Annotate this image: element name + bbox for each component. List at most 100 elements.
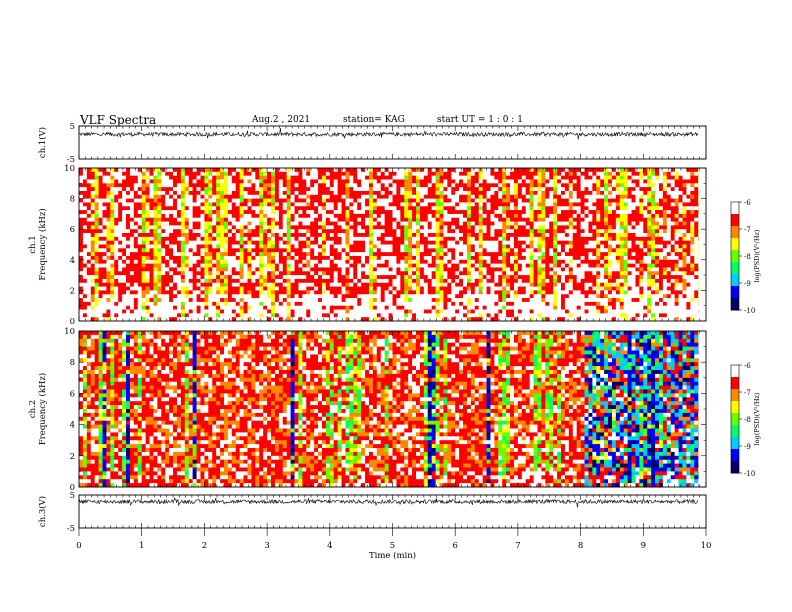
spectrogram-cell <box>537 225 542 230</box>
spectrogram-cell <box>82 267 88 272</box>
spectrogram-cell <box>110 183 115 188</box>
spectrogram-cell <box>271 179 276 184</box>
spectrogram-cell <box>494 194 499 200</box>
spectrogram-cell <box>180 282 186 287</box>
spectrogram-cell <box>302 298 307 303</box>
spectrogram-cell <box>137 275 143 280</box>
spectrogram-cell <box>513 236 519 242</box>
spectrogram-cell <box>79 255 84 261</box>
spectrogram-cell <box>341 278 346 284</box>
spectrogram-cell <box>102 217 107 222</box>
spectrogram-cell <box>98 187 103 192</box>
spectrogram-cell <box>149 259 154 265</box>
spectrogram-cell <box>533 263 538 268</box>
spectrogram-cell <box>513 317 519 322</box>
spectrogram-cell <box>439 168 444 173</box>
station-label: station= KAG <box>343 115 405 125</box>
spectrogram-cell <box>490 225 495 230</box>
spectrogram-cell <box>314 309 319 314</box>
spectrogram-cell <box>223 252 229 257</box>
spectrogram-cell <box>400 278 405 284</box>
spectrogram-cell <box>365 202 370 207</box>
spectrogram-cell <box>122 278 127 284</box>
spectrogram-cell <box>423 206 429 211</box>
spectrogram-cell <box>133 259 139 265</box>
spectrogram-cell <box>251 298 256 303</box>
spectrogram-cell <box>349 240 354 245</box>
spectrogram-cell <box>321 278 327 284</box>
spectrogram-cell <box>98 206 103 211</box>
spectrogram-cell <box>243 236 248 242</box>
spectrogram-cell <box>318 210 323 215</box>
spectrogram-cell <box>498 305 503 310</box>
spectrogram-cell <box>443 313 448 318</box>
spectrogram-cell <box>463 202 468 207</box>
spectrogram-cell <box>361 221 366 226</box>
spectrogram-cell <box>184 267 190 272</box>
spectrogram-cell <box>353 202 358 207</box>
spectrogram-cell <box>290 190 295 196</box>
spectrogram-cell <box>412 305 417 310</box>
spectrogram-cell <box>118 248 123 253</box>
spectrogram-cell <box>196 301 201 307</box>
spectrogram-cell <box>412 187 417 192</box>
spectrogram-cell <box>431 301 437 307</box>
spectrogram-cell <box>368 183 374 188</box>
spectrogram-cell <box>271 217 276 222</box>
spectrogram-cell <box>541 271 546 276</box>
spectrogram-cell <box>149 240 154 245</box>
spectrogram-cell <box>263 213 268 219</box>
spectrogram-cell <box>517 194 523 200</box>
spectrogram-cell <box>274 183 280 188</box>
spectrogram-cell <box>388 217 393 222</box>
spectrogram-cell <box>447 183 452 188</box>
spectrogram-cell <box>329 317 335 322</box>
spectrogram-cell <box>361 233 366 238</box>
spectrogram-cell <box>212 282 217 287</box>
spectrogram-cell <box>208 294 213 299</box>
spectrogram-cell <box>400 210 405 215</box>
spectrogram-cell <box>129 190 135 196</box>
spectrogram-cell <box>451 313 456 318</box>
spectrogram-cell <box>298 286 303 291</box>
spectrogram-cell <box>114 267 119 272</box>
spectrogram-cell <box>357 301 362 307</box>
spectrogram-cell <box>255 263 260 268</box>
spectrogram-cell <box>239 233 244 238</box>
spectrogram-cell <box>466 229 472 234</box>
spectrogram-cell <box>306 221 311 226</box>
spectrogram-cell <box>231 317 237 322</box>
spectrogram-cell <box>478 183 484 188</box>
spectrogram-cell <box>529 233 534 238</box>
spectrogram-cell <box>255 225 260 230</box>
spectrogram-cell <box>357 194 362 200</box>
spectrogram-cell <box>188 206 194 211</box>
spectrogram-cell <box>98 313 103 318</box>
spectrogram-cell <box>482 225 487 230</box>
spectrogram-cell <box>439 255 444 261</box>
spectrogram-cell <box>498 267 503 272</box>
spectrogram-cell <box>314 240 319 245</box>
spectrogram-cell <box>94 294 99 299</box>
spectrogram-cell <box>416 183 421 188</box>
spectrogram-cell <box>216 221 221 226</box>
spectrogram-cell <box>251 194 256 200</box>
spectrogram-cell <box>537 229 542 234</box>
spectrogram-cell <box>294 183 299 188</box>
spectrogram-cell <box>106 309 111 314</box>
spectrogram-cell <box>106 252 111 257</box>
spectrogram-cell <box>278 244 284 249</box>
spectrogram-cell <box>349 175 354 180</box>
spectrogram-cell <box>223 210 229 215</box>
spectrogram-cell <box>290 229 295 234</box>
spectrogram-cell <box>517 240 523 245</box>
spectrogram-cell <box>94 271 99 276</box>
spectrogram-cell <box>267 305 272 310</box>
spectrogram-cell <box>384 175 389 180</box>
spectrogram-cell <box>329 206 335 211</box>
spectrogram-cell <box>90 317 96 322</box>
spectrogram-cell <box>110 187 115 192</box>
spectrogram-cell <box>451 202 456 207</box>
spectrogram-cell <box>494 236 499 242</box>
spectrogram-cell <box>267 298 272 303</box>
